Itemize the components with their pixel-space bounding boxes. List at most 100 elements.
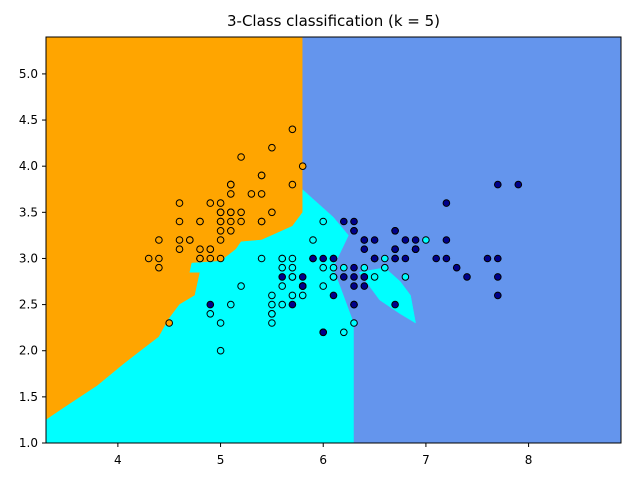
data-point-class_2 (360, 273, 369, 281)
data-point-class_2 (278, 273, 287, 281)
data-point-class_2 (360, 245, 369, 253)
x-tick-label: 4 (114, 453, 122, 467)
data-point-class_0 (257, 171, 266, 180)
data-point-class_0 (216, 199, 225, 207)
y-axis: 1.0 1.5 2.0 2.5 3.0 3.5 4.0 4.5 5.0 (19, 67, 46, 450)
data-point-class_2 (360, 236, 369, 244)
data-point-class_1 (329, 263, 338, 272)
data-point-class_0 (237, 217, 245, 226)
data-point-class_0 (175, 199, 184, 207)
data-point-class_2 (494, 291, 502, 300)
y-tick-label: 2.5 (19, 298, 38, 312)
x-tick-label: 6 (319, 453, 327, 467)
data-point-class_2 (340, 273, 348, 281)
y-tick-label: 4.5 (19, 113, 38, 127)
data-point-class_1 (227, 300, 235, 309)
data-point-class_2 (452, 263, 461, 272)
data-point-class_0 (227, 190, 235, 198)
decision-regions (46, 37, 621, 443)
data-point-class_0 (216, 217, 225, 226)
axes-frame (45, 36, 622, 444)
data-point-class_0 (216, 254, 225, 263)
data-point-class_2 (463, 273, 471, 281)
x-tick-label: 5 (217, 453, 225, 467)
data-point-class_1 (319, 282, 328, 290)
data-point-class_0 (268, 143, 276, 152)
data-point-class_0 (257, 190, 266, 198)
data-point-class_2 (514, 180, 523, 189)
scatter-points (144, 125, 523, 355)
data-point-class_2 (298, 282, 307, 290)
data-point-class_1 (309, 236, 317, 244)
data-point-class_2 (370, 236, 379, 244)
data-point-class_2 (494, 180, 502, 189)
data-point-class_1 (288, 291, 297, 300)
data-point-class_1 (206, 310, 215, 318)
data-point-class_1 (422, 236, 430, 244)
data-point-class_0 (216, 236, 225, 244)
data-point-class_1 (319, 263, 328, 272)
data-point-class_2 (483, 254, 492, 263)
data-point-class_0 (155, 254, 163, 263)
data-point-class_2 (401, 236, 410, 244)
decision-region-class_2 (302, 37, 621, 443)
data-point-class_2 (350, 227, 358, 235)
data-point-class_1 (340, 328, 348, 337)
data-point-class_0 (216, 208, 225, 217)
data-point-class_2 (350, 273, 358, 281)
y-tick-label: 5.0 (19, 67, 38, 81)
data-point-class_1 (381, 263, 389, 272)
data-point-class_0 (175, 236, 184, 244)
data-point-class_0 (247, 190, 256, 198)
data-point-class_1 (298, 291, 307, 300)
data-point-class_2 (350, 300, 358, 309)
data-point-class_2 (411, 245, 420, 253)
data-point-class_2 (329, 291, 338, 300)
data-point-class_0 (298, 162, 307, 170)
data-point-class_2 (329, 254, 338, 263)
data-point-class_0 (257, 217, 266, 226)
data-point-class_1 (268, 300, 276, 309)
data-point-class_2 (494, 273, 502, 281)
data-point-class_2 (411, 236, 420, 244)
data-point-class_2 (350, 263, 358, 272)
data-point-class_0 (206, 199, 215, 207)
data-point-class_2 (350, 217, 358, 226)
x-axis: 4 5 6 7 8 (114, 443, 532, 467)
data-point-class_1 (278, 300, 287, 309)
data-point-class_2 (442, 254, 451, 263)
data-point-class_2 (319, 254, 328, 263)
data-point-class_2 (391, 245, 399, 253)
data-point-class_2 (442, 236, 451, 244)
data-point-class_1 (329, 273, 338, 281)
data-point-class_0 (227, 180, 235, 189)
data-point-class_0 (237, 153, 245, 161)
data-point-class_1 (401, 273, 410, 281)
chart-title: 3-Class classification (k = 5) (226, 12, 441, 30)
data-point-class_0 (206, 245, 215, 253)
data-point-class_0 (155, 236, 163, 244)
data-point-class_2 (360, 282, 369, 290)
data-point-class_1 (268, 310, 276, 318)
data-point-class_1 (360, 263, 369, 272)
data-point-class_2 (309, 254, 317, 263)
data-point-class_0 (175, 245, 184, 253)
data-point-class_1 (278, 254, 287, 263)
data-point-class_0 (237, 208, 245, 217)
data-point-class_1 (340, 263, 348, 272)
data-point-class_0 (196, 217, 204, 226)
data-point-class_0 (288, 180, 297, 189)
data-point-class_2 (340, 217, 348, 226)
data-point-class_2 (391, 254, 399, 263)
data-point-class_2 (370, 254, 379, 263)
x-tick-label: 7 (422, 453, 430, 467)
data-point-class_1 (319, 217, 328, 226)
data-point-class_1 (370, 273, 379, 281)
data-point-class_1 (288, 273, 297, 281)
y-tick-label: 1.0 (19, 436, 38, 450)
data-point-class_0 (165, 319, 173, 327)
data-point-class_1 (278, 263, 287, 272)
data-point-class_0 (216, 227, 225, 235)
data-point-class_0 (206, 254, 215, 263)
data-point-class_1 (381, 254, 389, 263)
